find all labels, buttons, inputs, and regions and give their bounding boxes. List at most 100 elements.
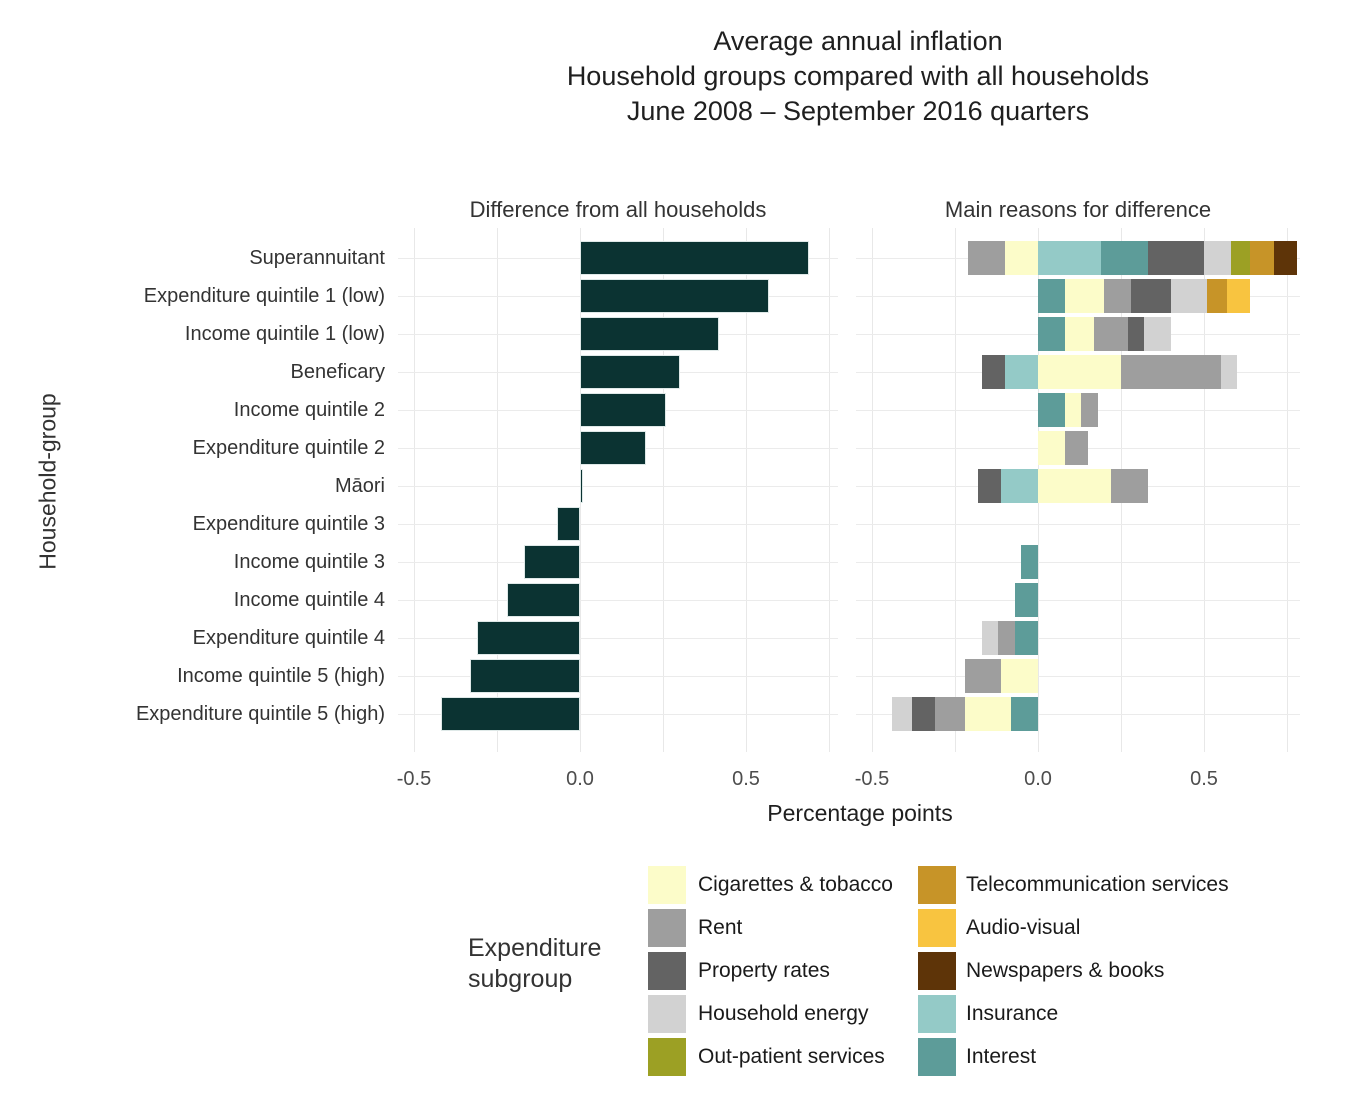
chart-title-line3: June 2008 – September 2016 quarters xyxy=(626,96,1090,126)
legend-label: Property rates xyxy=(698,959,830,982)
reason-segment xyxy=(1081,393,1098,427)
reason-segment xyxy=(1127,317,1145,351)
category-label: Expenditure quintile 2 xyxy=(192,436,385,459)
reason-segment xyxy=(1207,279,1228,313)
chart-title: Average annual inflation Household group… xyxy=(358,24,1358,129)
reason-segment xyxy=(1001,469,1038,503)
x-axis-title: Percentage points xyxy=(767,800,953,826)
legend-title-line2: subgroup xyxy=(468,965,573,993)
difference-bar xyxy=(523,545,580,579)
reason-segment xyxy=(911,697,936,731)
difference-bar xyxy=(580,393,667,427)
gridline-horizontal xyxy=(856,524,1300,525)
legend-label: Insurance xyxy=(966,1002,1059,1025)
category-label: Income quintile 5 (high) xyxy=(177,664,385,687)
legend-label: Interest xyxy=(966,1045,1037,1068)
y-axis-title: Household-group xyxy=(34,393,61,570)
reason-segment xyxy=(1250,241,1274,275)
x-axis-tick-label: 0.0 xyxy=(1024,768,1052,790)
reason-segment xyxy=(1121,355,1221,389)
reason-segment xyxy=(998,621,1015,655)
reason-segment xyxy=(964,659,1002,693)
reason-segment xyxy=(1038,393,1065,427)
legend-title: Expenditure subgroup xyxy=(468,933,601,995)
category-label: Expenditure quintile 4 xyxy=(192,626,385,649)
gridline-vertical xyxy=(1287,228,1288,752)
gridline-horizontal xyxy=(856,714,1300,715)
reason-segment xyxy=(981,621,999,655)
reason-segment xyxy=(1220,355,1238,389)
reason-segment xyxy=(1038,279,1065,313)
difference-bar xyxy=(580,355,680,389)
legend-label: Cigarettes & tobacco xyxy=(698,873,893,896)
chart-title-line1: Average annual inflation xyxy=(713,26,1003,56)
gridline-horizontal xyxy=(398,524,838,525)
category-label: Income quintile 2 xyxy=(233,398,385,421)
reason-segment xyxy=(1014,621,1038,655)
difference-bar xyxy=(580,431,647,465)
reason-segment xyxy=(1101,241,1148,275)
legend-swatch xyxy=(648,866,686,904)
difference-bar xyxy=(556,507,580,541)
gridline-vertical xyxy=(497,228,498,752)
legend-swatch xyxy=(918,909,956,947)
reason-segment xyxy=(964,697,1012,731)
reason-segment xyxy=(1038,317,1065,351)
legend-label: Audio-visual xyxy=(966,916,1081,939)
x-axis-tick-label: 0.0 xyxy=(566,768,594,790)
legend-swatch xyxy=(648,909,686,947)
difference-bar xyxy=(580,279,770,313)
reason-segment xyxy=(1170,279,1208,313)
reason-segment xyxy=(1273,241,1297,275)
reason-segment xyxy=(1064,431,1088,465)
legend-swatch xyxy=(648,995,686,1033)
reason-segment xyxy=(1130,279,1171,313)
right-panel-title: Main reasons for difference xyxy=(944,197,1212,222)
reason-segment xyxy=(1038,469,1112,503)
gridline-vertical xyxy=(1204,228,1205,752)
difference-bar xyxy=(477,621,580,655)
category-label: Income quintile 3 xyxy=(233,550,385,573)
reason-segment xyxy=(1004,355,1038,389)
reason-segment xyxy=(891,697,912,731)
reason-segment xyxy=(978,469,1002,503)
reason-segment xyxy=(935,697,965,731)
difference-bar xyxy=(470,659,580,693)
reason-segment xyxy=(1014,583,1038,617)
gridline-horizontal xyxy=(856,676,1300,677)
legend-label: Telecommunication services xyxy=(966,873,1229,896)
category-label: Superannuitant xyxy=(249,246,385,269)
legend-label: Newspapers & books xyxy=(966,959,1165,982)
reason-segment xyxy=(1064,393,1082,427)
reason-segment xyxy=(1147,241,1204,275)
reason-segment xyxy=(1104,279,1131,313)
difference-bar xyxy=(440,697,580,731)
reason-segment xyxy=(1011,697,1038,731)
x-axis-tick-label: 0.5 xyxy=(1190,768,1218,790)
legend-swatch xyxy=(648,1038,686,1076)
reason-segment xyxy=(1004,241,1038,275)
difference-bar xyxy=(580,317,720,351)
reason-segment xyxy=(1064,317,1095,351)
difference-bar xyxy=(580,241,810,275)
reason-segment xyxy=(1094,317,1128,351)
gridline-vertical xyxy=(414,228,415,752)
category-label: Expenditure quintile 1 (low) xyxy=(143,284,385,307)
reason-segment xyxy=(981,355,1005,389)
reason-segment xyxy=(1038,355,1121,389)
category-label: Expenditure quintile 5 (high) xyxy=(135,702,385,725)
x-axis-tick-label: -0.5 xyxy=(854,768,890,790)
reason-segment xyxy=(1001,659,1038,693)
difference-bar xyxy=(506,583,580,617)
gridline-horizontal xyxy=(398,600,838,601)
gridline-vertical xyxy=(829,228,830,752)
gridline-horizontal xyxy=(856,638,1300,639)
gridline-horizontal xyxy=(398,676,838,677)
left-panel-title: Difference from all households xyxy=(469,197,767,222)
gridline-vertical xyxy=(746,228,747,752)
gridline-vertical xyxy=(663,228,664,752)
chart-title-line2: Household groups compared with all house… xyxy=(566,61,1150,91)
legend-swatch xyxy=(918,952,956,990)
reason-segment xyxy=(1227,279,1251,313)
